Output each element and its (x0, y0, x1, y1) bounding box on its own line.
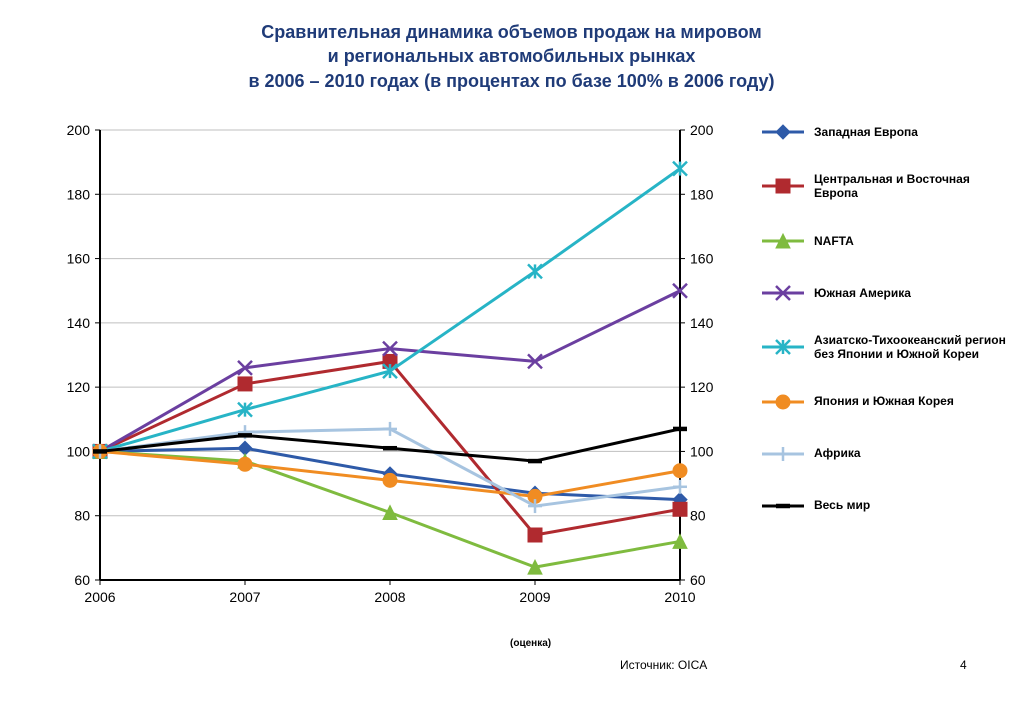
svg-text:140: 140 (690, 315, 714, 331)
svg-text:2010: 2010 (664, 589, 695, 605)
title-line-3: в 2006 – 2010 годах (в процентах по базе… (248, 71, 774, 91)
svg-text:60: 60 (690, 572, 706, 588)
title-line-2: и региональных автомобильных рынках (328, 46, 696, 66)
page-number: 4 (960, 658, 967, 672)
title-line-1: Сравнительная динамика объемов продаж на… (261, 22, 761, 42)
svg-text:80: 80 (74, 508, 90, 524)
legend-label: Африка (814, 446, 1010, 460)
svg-text:2007: 2007 (229, 589, 260, 605)
line-chart: 60 60 80 80 100 100 120 120 140 140 160 160 180 180 20… (40, 120, 740, 630)
svg-text:80: 80 (690, 508, 706, 524)
legend-swatch-icon (760, 444, 806, 464)
legend-item: Азиатско-Тихоокеанский регион без Японии… (760, 333, 1010, 362)
legend-item: Африка (760, 442, 1010, 466)
legend-label: Центральная и Восточная Европа (814, 172, 1010, 201)
svg-text:200: 200 (690, 122, 714, 138)
svg-text:100: 100 (690, 443, 714, 459)
source-note: Источник: OICA (620, 658, 707, 672)
legend-label: Азиатско-Тихоокеанский регион без Японии… (814, 333, 1010, 362)
legend: Западная Европа Центральная и Восточная Е… (760, 120, 1010, 546)
legend-item: NAFTA (760, 229, 1010, 253)
svg-text:140: 140 (67, 315, 91, 331)
legend-swatch-icon (760, 392, 806, 412)
estimate-note: (оценка) (510, 638, 551, 649)
legend-item: Япония и Южная Корея (760, 390, 1010, 414)
legend-item: Центральная и Восточная Европа (760, 172, 1010, 201)
legend-swatch-icon (760, 496, 806, 516)
legend-label: NAFTA (814, 234, 1010, 248)
svg-text:180: 180 (690, 186, 714, 202)
legend-swatch-icon (760, 231, 806, 251)
legend-swatch-icon (760, 283, 806, 303)
svg-text:2006: 2006 (84, 589, 115, 605)
legend-label: Весь мир (814, 498, 1010, 512)
legend-label: Западная Европа (814, 125, 1010, 139)
svg-text:180: 180 (67, 186, 91, 202)
svg-text:60: 60 (74, 572, 90, 588)
svg-text:120: 120 (690, 379, 714, 395)
svg-text:2009: 2009 (519, 589, 550, 605)
legend-label: Япония и Южная Корея (814, 394, 1010, 408)
legend-swatch-icon (760, 122, 806, 142)
svg-text:160: 160 (67, 251, 91, 267)
svg-text:2008: 2008 (374, 589, 405, 605)
svg-text:200: 200 (67, 122, 91, 138)
legend-item: Южная Америка (760, 281, 1010, 305)
legend-item: Западная Европа (760, 120, 1010, 144)
svg-text:160: 160 (690, 251, 714, 267)
legend-label: Южная Америка (814, 286, 1010, 300)
svg-text:120: 120 (67, 379, 91, 395)
legend-item: Весь мир (760, 494, 1010, 518)
legend-swatch-icon (760, 337, 806, 357)
legend-swatch-icon (760, 176, 806, 196)
svg-text:100: 100 (67, 443, 91, 459)
chart-title: Сравнительная динамика объемов продаж на… (0, 0, 1023, 93)
